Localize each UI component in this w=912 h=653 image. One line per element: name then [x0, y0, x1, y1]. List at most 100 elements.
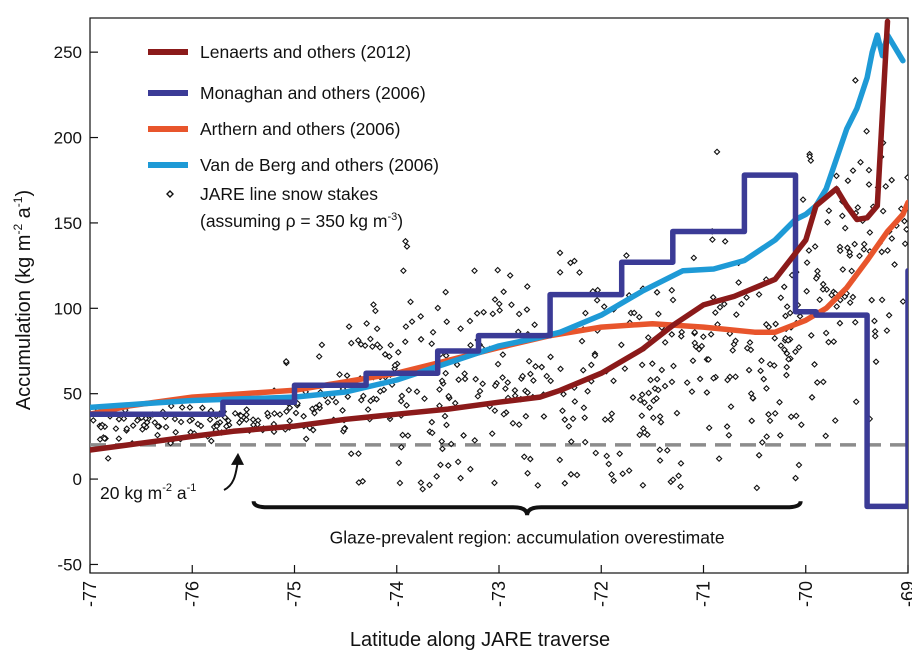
stake-point — [527, 370, 534, 378]
stake-point — [705, 356, 712, 363]
stake-point — [814, 267, 821, 275]
stake-point — [696, 375, 704, 383]
stake-point — [480, 308, 488, 316]
stake-point — [811, 243, 819, 250]
stake-point — [461, 375, 469, 383]
stake-point — [645, 389, 653, 397]
stake-point — [199, 404, 206, 412]
stake-point — [710, 374, 717, 382]
stake-point — [523, 283, 531, 290]
stake-point — [882, 182, 890, 190]
stake-point — [367, 335, 374, 343]
stake-point — [865, 166, 873, 174]
stake-point — [849, 167, 857, 174]
stake-point — [186, 404, 194, 411]
stake-point — [636, 396, 644, 404]
stake-point — [404, 432, 412, 439]
stake-point — [104, 455, 112, 462]
stake-point — [661, 338, 669, 346]
legend-label: Arthern and others (2006) — [200, 119, 400, 139]
stake-point — [616, 450, 624, 458]
stake-point — [688, 388, 696, 396]
stake-point — [276, 411, 284, 418]
stake-point — [668, 286, 676, 294]
glaze-region-label: Glaze-prevalent region: accumulation ove… — [330, 527, 725, 547]
stake-point — [888, 176, 896, 184]
y-tick-label: -50 — [57, 555, 82, 574]
x-tick-label: -71 — [694, 581, 714, 607]
stake-point — [857, 158, 864, 166]
stake-point — [743, 294, 750, 301]
stake-point — [115, 435, 123, 442]
stake-point — [438, 437, 446, 445]
stake-point — [760, 375, 768, 383]
stake-point — [302, 435, 310, 443]
stake-point — [442, 352, 450, 360]
stake-point — [417, 479, 425, 487]
stake-point — [399, 431, 407, 439]
stake-point — [264, 409, 271, 417]
stake-point — [669, 296, 677, 304]
stake-point — [836, 247, 844, 255]
stake-point — [891, 261, 898, 268]
stake-point — [506, 272, 514, 279]
stake-point — [605, 460, 613, 468]
stake-point — [324, 398, 332, 406]
stake-point — [819, 286, 827, 293]
stake-point — [765, 410, 772, 418]
stake-point — [656, 413, 664, 420]
stake-point — [402, 237, 409, 245]
stake-point — [860, 240, 868, 248]
stake-point — [808, 393, 816, 401]
stake-point — [559, 407, 566, 415]
stake-point — [461, 370, 468, 377]
stake-point — [318, 341, 326, 349]
stake-point — [656, 446, 664, 454]
stake-point — [364, 406, 372, 413]
legend-label: Van de Berg and others (2006) — [200, 155, 439, 175]
stake-point — [283, 408, 290, 415]
stake-point — [885, 311, 893, 319]
stake-point — [766, 417, 774, 425]
y-axis-label-sup-1: -2 — [11, 224, 25, 235]
stake-point — [354, 336, 362, 344]
stake-point — [658, 366, 666, 374]
stake-point — [381, 351, 389, 358]
stake-point — [657, 418, 665, 426]
stake-point — [437, 461, 444, 469]
stake-point — [833, 303, 841, 310]
stake-point — [844, 177, 852, 185]
stake-point — [878, 296, 886, 304]
stake-point — [852, 76, 859, 84]
stake-point — [805, 247, 813, 254]
stake-point — [476, 387, 484, 395]
stake-point — [738, 300, 745, 308]
stake-point — [639, 481, 647, 489]
stake-point — [417, 312, 425, 320]
stake-point — [783, 303, 791, 311]
stake-point — [625, 467, 633, 475]
stake-point — [243, 411, 250, 419]
stake-point — [607, 416, 614, 423]
stake-point — [653, 375, 661, 383]
stake-point — [419, 485, 427, 493]
stake-point — [816, 296, 824, 304]
stake-point — [509, 419, 517, 427]
stake-point — [556, 249, 564, 257]
stake-point — [140, 421, 148, 429]
stake-point — [610, 377, 617, 385]
stake-point — [345, 323, 353, 330]
stake-point — [677, 332, 685, 340]
stake-point — [777, 294, 785, 302]
stake-point — [841, 224, 849, 232]
stake-point — [447, 440, 455, 448]
stake-point — [417, 335, 425, 343]
stake-point — [499, 351, 507, 359]
stake-point — [860, 246, 868, 253]
stake-point — [442, 369, 450, 377]
stake-point — [824, 218, 831, 226]
stake-point — [332, 398, 340, 406]
stake-point — [495, 300, 503, 308]
stake-point — [709, 293, 717, 301]
stake-point — [872, 358, 880, 366]
